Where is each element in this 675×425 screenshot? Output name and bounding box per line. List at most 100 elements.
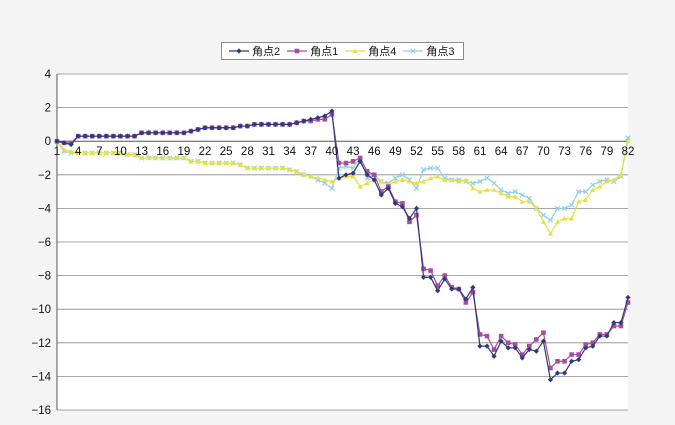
x-tick-label: 28 — [241, 146, 254, 158]
series-3-point — [505, 194, 511, 199]
series-3 — [54, 138, 631, 236]
series-4-point — [498, 187, 504, 193]
series-4-point — [420, 167, 427, 173]
series-1-point — [519, 355, 525, 361]
series-3-point — [124, 152, 131, 157]
series-3-point — [350, 173, 356, 179]
series-1-point — [138, 130, 145, 136]
x-tick-label: 13 — [135, 146, 148, 158]
series-1-point — [216, 125, 222, 131]
series-1-point — [301, 118, 307, 124]
series-2-point — [322, 117, 328, 122]
y-tick-label: 4 — [45, 69, 52, 81]
series-4-point — [583, 188, 589, 195]
series-3-point — [209, 160, 215, 166]
series-3-point — [61, 147, 67, 152]
series-4-point — [392, 175, 398, 181]
series-3-point — [68, 148, 74, 154]
series-1-point — [371, 177, 377, 183]
series-1-point — [547, 377, 554, 383]
series-1-point — [554, 370, 561, 376]
series-3-point — [618, 172, 624, 177]
series-1-point — [463, 296, 469, 302]
series-1-point — [195, 126, 201, 133]
series-3-point — [484, 187, 490, 192]
x-tick-label: 55 — [431, 146, 444, 158]
series-3-point — [364, 180, 370, 186]
series-2-point — [527, 343, 532, 349]
series-3-point — [449, 177, 455, 182]
legend-point — [236, 48, 242, 54]
x-tick-label: 16 — [156, 146, 169, 158]
y-tick-label: −6 — [38, 237, 51, 249]
series-2-point — [357, 155, 363, 161]
series-2-point — [484, 333, 490, 339]
legend-point — [352, 48, 358, 53]
series-1-point — [378, 192, 384, 198]
series-1-point — [308, 116, 314, 122]
series-1-point — [237, 123, 243, 129]
series-1-point — [329, 108, 335, 114]
x-tick-label: 67 — [516, 146, 529, 158]
y-tick-label: −8 — [38, 271, 51, 283]
series-1-point — [491, 353, 497, 359]
series-1-point — [287, 121, 293, 127]
series-3-point — [533, 205, 539, 211]
x-tick-label: 79 — [600, 146, 613, 158]
series-3-point — [519, 199, 525, 204]
series-4-point — [540, 212, 547, 218]
series-4-point — [399, 172, 406, 178]
series-3-point — [251, 165, 257, 171]
series-1-point — [512, 345, 518, 351]
series-3-point — [265, 165, 272, 171]
legend-label: 角点2 — [252, 46, 281, 58]
series-2-point — [519, 352, 525, 357]
series-line — [56, 140, 629, 235]
series-2-point — [625, 300, 631, 305]
series-3-point — [322, 177, 328, 182]
series-4-point — [590, 182, 596, 188]
series-4-point — [435, 165, 441, 171]
series-1-point — [244, 123, 250, 129]
series-1-point — [89, 133, 95, 139]
series-2-point — [498, 333, 504, 339]
series-4-point — [427, 165, 434, 171]
y-tick-label: 0 — [45, 136, 51, 148]
legend-item: 角点1 — [286, 43, 338, 59]
legend-swatch — [229, 48, 249, 54]
series-3-point — [583, 197, 589, 202]
series-4-point — [554, 205, 561, 212]
series-1-point — [336, 175, 342, 181]
series-1-point — [209, 125, 215, 131]
series-1-point — [456, 286, 462, 292]
series-3-point — [611, 177, 617, 182]
y-tick-label: −4 — [38, 203, 52, 215]
series-4-point — [519, 192, 525, 198]
y-tick-label: −14 — [31, 371, 51, 383]
series-4-point — [484, 175, 490, 181]
series-3-point — [470, 185, 476, 191]
legend-point — [410, 48, 416, 54]
series-2-point — [407, 219, 412, 225]
legend-swatch — [403, 48, 424, 54]
series-1-point — [146, 130, 152, 136]
series-4-point — [413, 185, 420, 191]
series-1-point — [294, 120, 300, 126]
series-1-point — [202, 125, 208, 131]
series-1-point — [117, 133, 124, 139]
series-3-point — [569, 215, 575, 221]
series-1-point — [449, 286, 455, 292]
x-tick-label: 43 — [347, 146, 360, 158]
x-tick-label: 73 — [558, 146, 571, 158]
series-3-point — [188, 158, 194, 164]
series-3-point — [547, 231, 554, 236]
x-tick-label: 25 — [220, 146, 233, 158]
series-3-point — [138, 155, 145, 160]
series-1-point — [167, 130, 173, 136]
series-1-point — [385, 185, 391, 191]
x-tick-label: 46 — [368, 146, 381, 158]
series-1-point — [96, 133, 102, 139]
series-3-point — [202, 160, 208, 166]
x-tick-label: 19 — [177, 146, 190, 158]
